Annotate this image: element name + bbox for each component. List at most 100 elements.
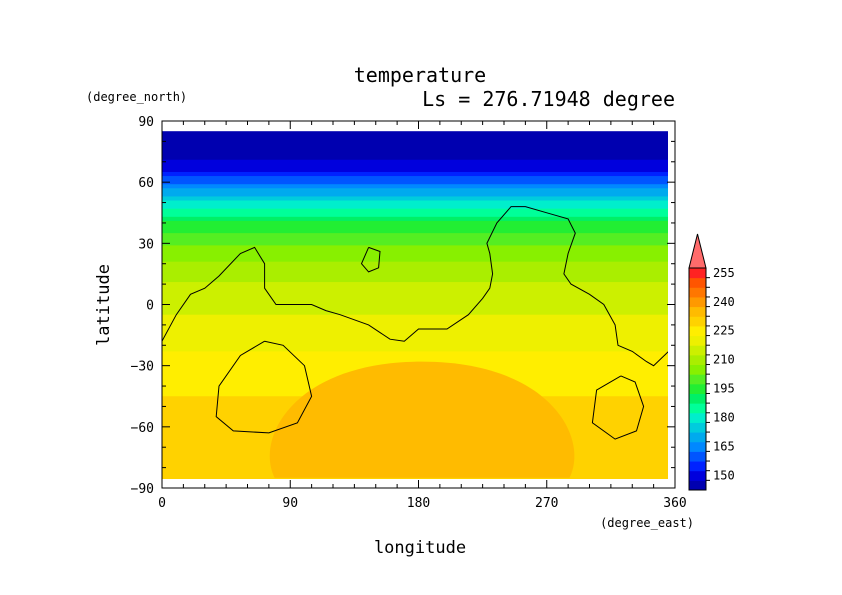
- temperature-band: [162, 269, 668, 275]
- temperature-band: [162, 335, 668, 340]
- colorbar-swatch: [689, 470, 706, 481]
- temperature-band: [162, 143, 668, 149]
- temperature-band: [162, 326, 668, 332]
- x-tick-label: 90: [282, 496, 298, 511]
- colorbar-label: 150: [713, 469, 735, 483]
- temperature-band: [162, 192, 668, 198]
- colorbar-swatch: [689, 451, 706, 462]
- temperature-band: [162, 306, 668, 312]
- colorbar-swatch: [689, 296, 706, 308]
- temperature-band: [162, 224, 668, 230]
- temperature-band: [162, 151, 668, 157]
- colorbar-swatch: [689, 461, 706, 472]
- temperature-band: [162, 314, 668, 320]
- contour-southwest-basin: [215, 340, 313, 434]
- axis-ticks: 0 90 180 270 360 90 60 30 0 −30 −60 −90: [131, 115, 687, 511]
- temperature-band: [162, 204, 668, 210]
- colorbar-label: 240: [713, 295, 735, 309]
- contour-island: [360, 246, 381, 273]
- temperature-band: [162, 265, 668, 271]
- temperature-band: [162, 277, 668, 283]
- x-tick-label: 360: [663, 496, 686, 511]
- colorbar-swatch: [689, 480, 706, 491]
- temperature-band: [162, 302, 668, 308]
- y-unit-label: (degree_north): [86, 90, 187, 104]
- temperature-band: [162, 298, 668, 304]
- temperature-band: [162, 180, 668, 185]
- temperature-band: [162, 310, 668, 316]
- y-tick-label: 30: [138, 237, 154, 252]
- temperature-band: [162, 331, 668, 336]
- contour-lines: [162, 206, 668, 440]
- y-tick-label: −60: [131, 421, 154, 436]
- y-tick-label: 60: [138, 176, 154, 191]
- temperature-band: [162, 261, 668, 267]
- x-axis-label: longitude: [374, 538, 466, 558]
- colorbar-swatch: [689, 374, 706, 385]
- temperature-band: [162, 355, 668, 361]
- contour-southeast-basin: [591, 375, 645, 440]
- temperature-band: [162, 257, 668, 263]
- colorbar-swatch: [689, 268, 706, 279]
- temperature-band: [162, 159, 668, 165]
- temperature-band: [162, 477, 668, 479]
- contour-coastline: [162, 206, 668, 367]
- colorbar-swatch: [689, 316, 706, 327]
- temperature-band: [162, 184, 668, 189]
- colorbar-swatch: [689, 441, 706, 452]
- temperature-band: [162, 286, 668, 291]
- temperature-band: [162, 245, 668, 251]
- y-tick-label: −90: [131, 482, 154, 497]
- temperature-band: [162, 351, 668, 357]
- colorbar-label: 255: [713, 266, 735, 280]
- warm-region: [269, 361, 575, 478]
- temperature-band: [162, 212, 668, 218]
- x-tick-label: 270: [535, 496, 558, 511]
- y-tick-label: −30: [131, 360, 154, 375]
- temperature-band: [162, 196, 668, 202]
- temperature-band: [162, 167, 668, 173]
- temperature-band: [162, 171, 668, 177]
- y-tick-label: 0: [146, 299, 154, 314]
- temperature-band: [162, 216, 668, 222]
- chart-subtitle: Ls = 276.71948 degree: [422, 87, 675, 111]
- temperature-band: [162, 188, 668, 193]
- colorbar-swatch: [689, 354, 706, 366]
- temperature-band: [162, 347, 668, 352]
- temperature-band: [162, 290, 668, 295]
- y-tick-label: 90: [138, 115, 154, 130]
- y-axis-label: latitude: [94, 264, 114, 346]
- colorbar-swatch: [689, 345, 706, 356]
- colorbar-swatch: [689, 335, 706, 346]
- colorbar-swatch: [689, 403, 706, 414]
- colorbar-label: 210: [713, 353, 735, 367]
- colorbar: 255 240 225 210 195 180 165 150: [688, 233, 735, 491]
- colorbar-label: 225: [713, 324, 735, 338]
- colorbar-swatch: [689, 393, 706, 404]
- colorbar-swatch: [689, 383, 706, 394]
- x-unit-label: (degree_east): [600, 516, 694, 530]
- temperature-band: [162, 163, 668, 169]
- temperature-band: [162, 339, 668, 344]
- temperature-band: [162, 233, 668, 238]
- temperature-band: [162, 147, 668, 153]
- colorbar-swatch: [689, 306, 706, 317]
- temperature-band: [162, 135, 668, 140]
- temperature-band: [162, 249, 668, 255]
- x-tick-label: 0: [158, 496, 166, 511]
- colorbar-extend-arrow: [688, 233, 707, 269]
- colorbar-swatch: [689, 277, 706, 288]
- temperature-field: [162, 131, 668, 479]
- colorbar-swatch: [689, 412, 706, 423]
- temperature-band: [162, 139, 668, 145]
- colorbar-frame: [688, 267, 707, 491]
- temperature-band: [162, 229, 668, 234]
- temperature-band: [162, 282, 668, 287]
- colorbar-label: 195: [713, 382, 735, 396]
- colorbar-swatch: [689, 432, 706, 443]
- temperature-band: [162, 322, 668, 328]
- temperature-band: [162, 208, 668, 214]
- temperature-band: [162, 253, 668, 259]
- temperature-band: [162, 273, 668, 279]
